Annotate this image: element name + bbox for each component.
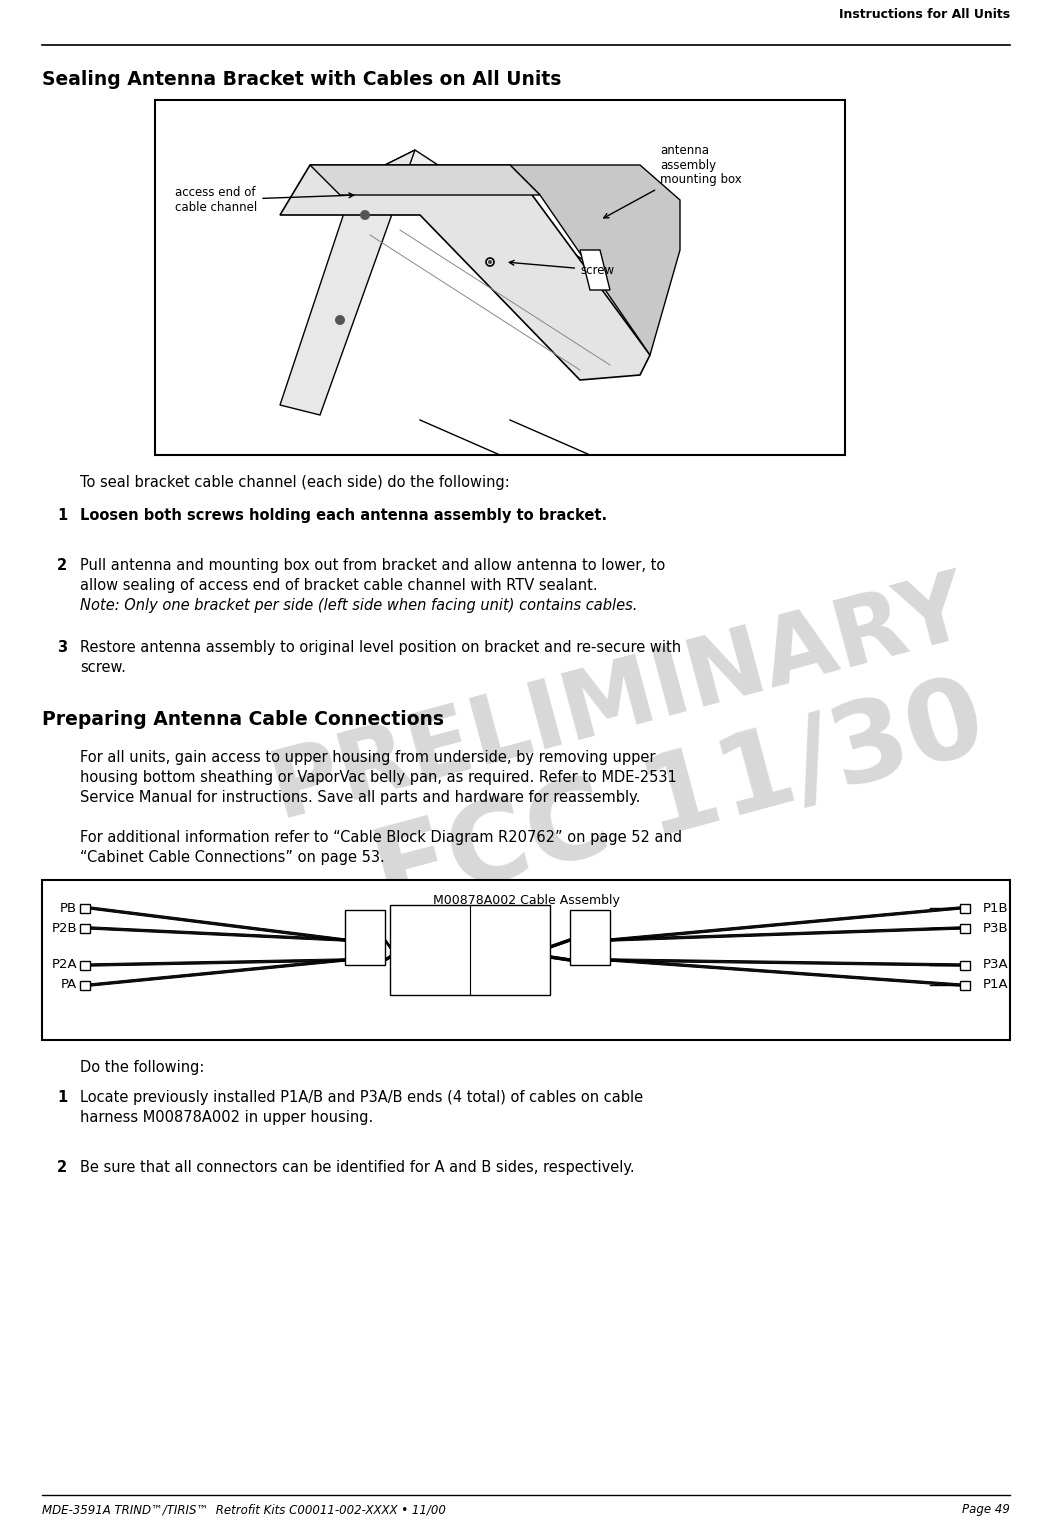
Polygon shape: [280, 150, 415, 415]
Text: P2B: P2B: [51, 922, 77, 934]
Text: Pull antenna and mounting box out from bracket and allow antenna to lower, to: Pull antenna and mounting box out from b…: [80, 559, 665, 572]
Text: “Cabinet Cable Connections” on page 53.: “Cabinet Cable Connections” on page 53.: [80, 850, 385, 865]
Polygon shape: [510, 165, 680, 356]
Text: Do the following:: Do the following:: [80, 1061, 204, 1074]
Text: antenna
assembly
mounting box: antenna assembly mounting box: [604, 143, 742, 218]
Text: allow sealing of access end of bracket cable channel with RTV sealant.: allow sealing of access end of bracket c…: [80, 578, 598, 594]
Text: PA: PA: [61, 978, 77, 992]
Bar: [960, 960, 970, 969]
Text: Be sure that all connectors can be identified for A and B sides, respectively.: Be sure that all connectors can be ident…: [80, 1160, 635, 1175]
Text: PB: PB: [60, 902, 77, 914]
Text: Preparing Antenna Cable Connections: Preparing Antenna Cable Connections: [42, 710, 444, 729]
Text: P2A: P2A: [51, 958, 77, 972]
Text: 2: 2: [57, 1160, 67, 1175]
Text: FCC 11/30: FCC 11/30: [363, 667, 997, 932]
Text: P1A: P1A: [983, 978, 1009, 992]
Circle shape: [488, 259, 492, 264]
Text: 1: 1: [57, 1090, 67, 1105]
Text: For all units, gain access to upper housing from underside, by removing upper: For all units, gain access to upper hous…: [80, 749, 656, 765]
Bar: [42, 881, 1010, 1041]
Text: P3B: P3B: [983, 922, 1009, 934]
Circle shape: [360, 211, 370, 220]
Text: harness M00878A002 in upper housing.: harness M00878A002 in upper housing.: [80, 1109, 373, 1125]
Text: MDE-3591A TRIND™/TIRIS™  Retrofit Kits C00011-002-XXXX • 11/00: MDE-3591A TRIND™/TIRIS™ Retrofit Kits C0…: [42, 1503, 446, 1517]
Text: Instructions for All Units: Instructions for All Units: [839, 8, 1010, 20]
Text: 1: 1: [57, 508, 67, 523]
Bar: [80, 923, 90, 932]
Text: housing bottom sheathing or VaporVac belly pan, as required. Refer to MDE-2531: housing bottom sheathing or VaporVac bel…: [80, 771, 677, 784]
Text: Loosen both screws holding each antenna assembly to bracket.: Loosen both screws holding each antenna …: [80, 508, 607, 523]
Bar: [960, 923, 970, 932]
Bar: [154, 101, 845, 455]
Text: 3: 3: [57, 639, 67, 655]
Text: Locate previously installed P1A/B and P3A/B ends (4 total) of cables on cable: Locate previously installed P1A/B and P3…: [80, 1090, 643, 1105]
Text: P3A: P3A: [983, 958, 1009, 972]
Text: For additional information refer to “Cable Block Diagram R20762” on page 52 and: For additional information refer to “Cab…: [80, 830, 682, 845]
Polygon shape: [580, 250, 610, 290]
Text: To seal bracket cable channel (each side) do the following:: To seal bracket cable channel (each side…: [80, 475, 510, 490]
Text: P1B: P1B: [983, 902, 1009, 914]
Bar: [80, 960, 90, 969]
Bar: [960, 981, 970, 989]
Text: Sealing Antenna Bracket with Cables on All Units: Sealing Antenna Bracket with Cables on A…: [42, 70, 561, 89]
Text: screw: screw: [510, 261, 614, 276]
Bar: [390, 905, 550, 995]
Bar: [570, 909, 610, 964]
Text: screw.: screw.: [80, 661, 126, 674]
Text: PRELIMINARY: PRELIMINARY: [261, 563, 980, 838]
Bar: [80, 903, 90, 913]
Text: Note: Only one bracket per side (left side when facing unit) contains cables.: Note: Only one bracket per side (left si…: [80, 598, 637, 613]
Bar: [960, 903, 970, 913]
Circle shape: [335, 314, 345, 325]
Bar: [345, 909, 385, 964]
Text: Page 49: Page 49: [962, 1503, 1010, 1517]
Polygon shape: [375, 150, 660, 330]
Text: M00878A002 Cable Assembly: M00878A002 Cable Assembly: [433, 894, 619, 906]
Text: access end of
cable channel: access end of cable channel: [176, 186, 354, 214]
Text: 2: 2: [57, 559, 67, 572]
Text: Restore antenna assembly to original level position on bracket and re-secure wit: Restore antenna assembly to original lev…: [80, 639, 681, 655]
Polygon shape: [280, 165, 650, 380]
Polygon shape: [310, 165, 540, 195]
Text: Service Manual for instructions. Save all parts and hardware for reassembly.: Service Manual for instructions. Save al…: [80, 790, 640, 806]
Bar: [80, 981, 90, 989]
